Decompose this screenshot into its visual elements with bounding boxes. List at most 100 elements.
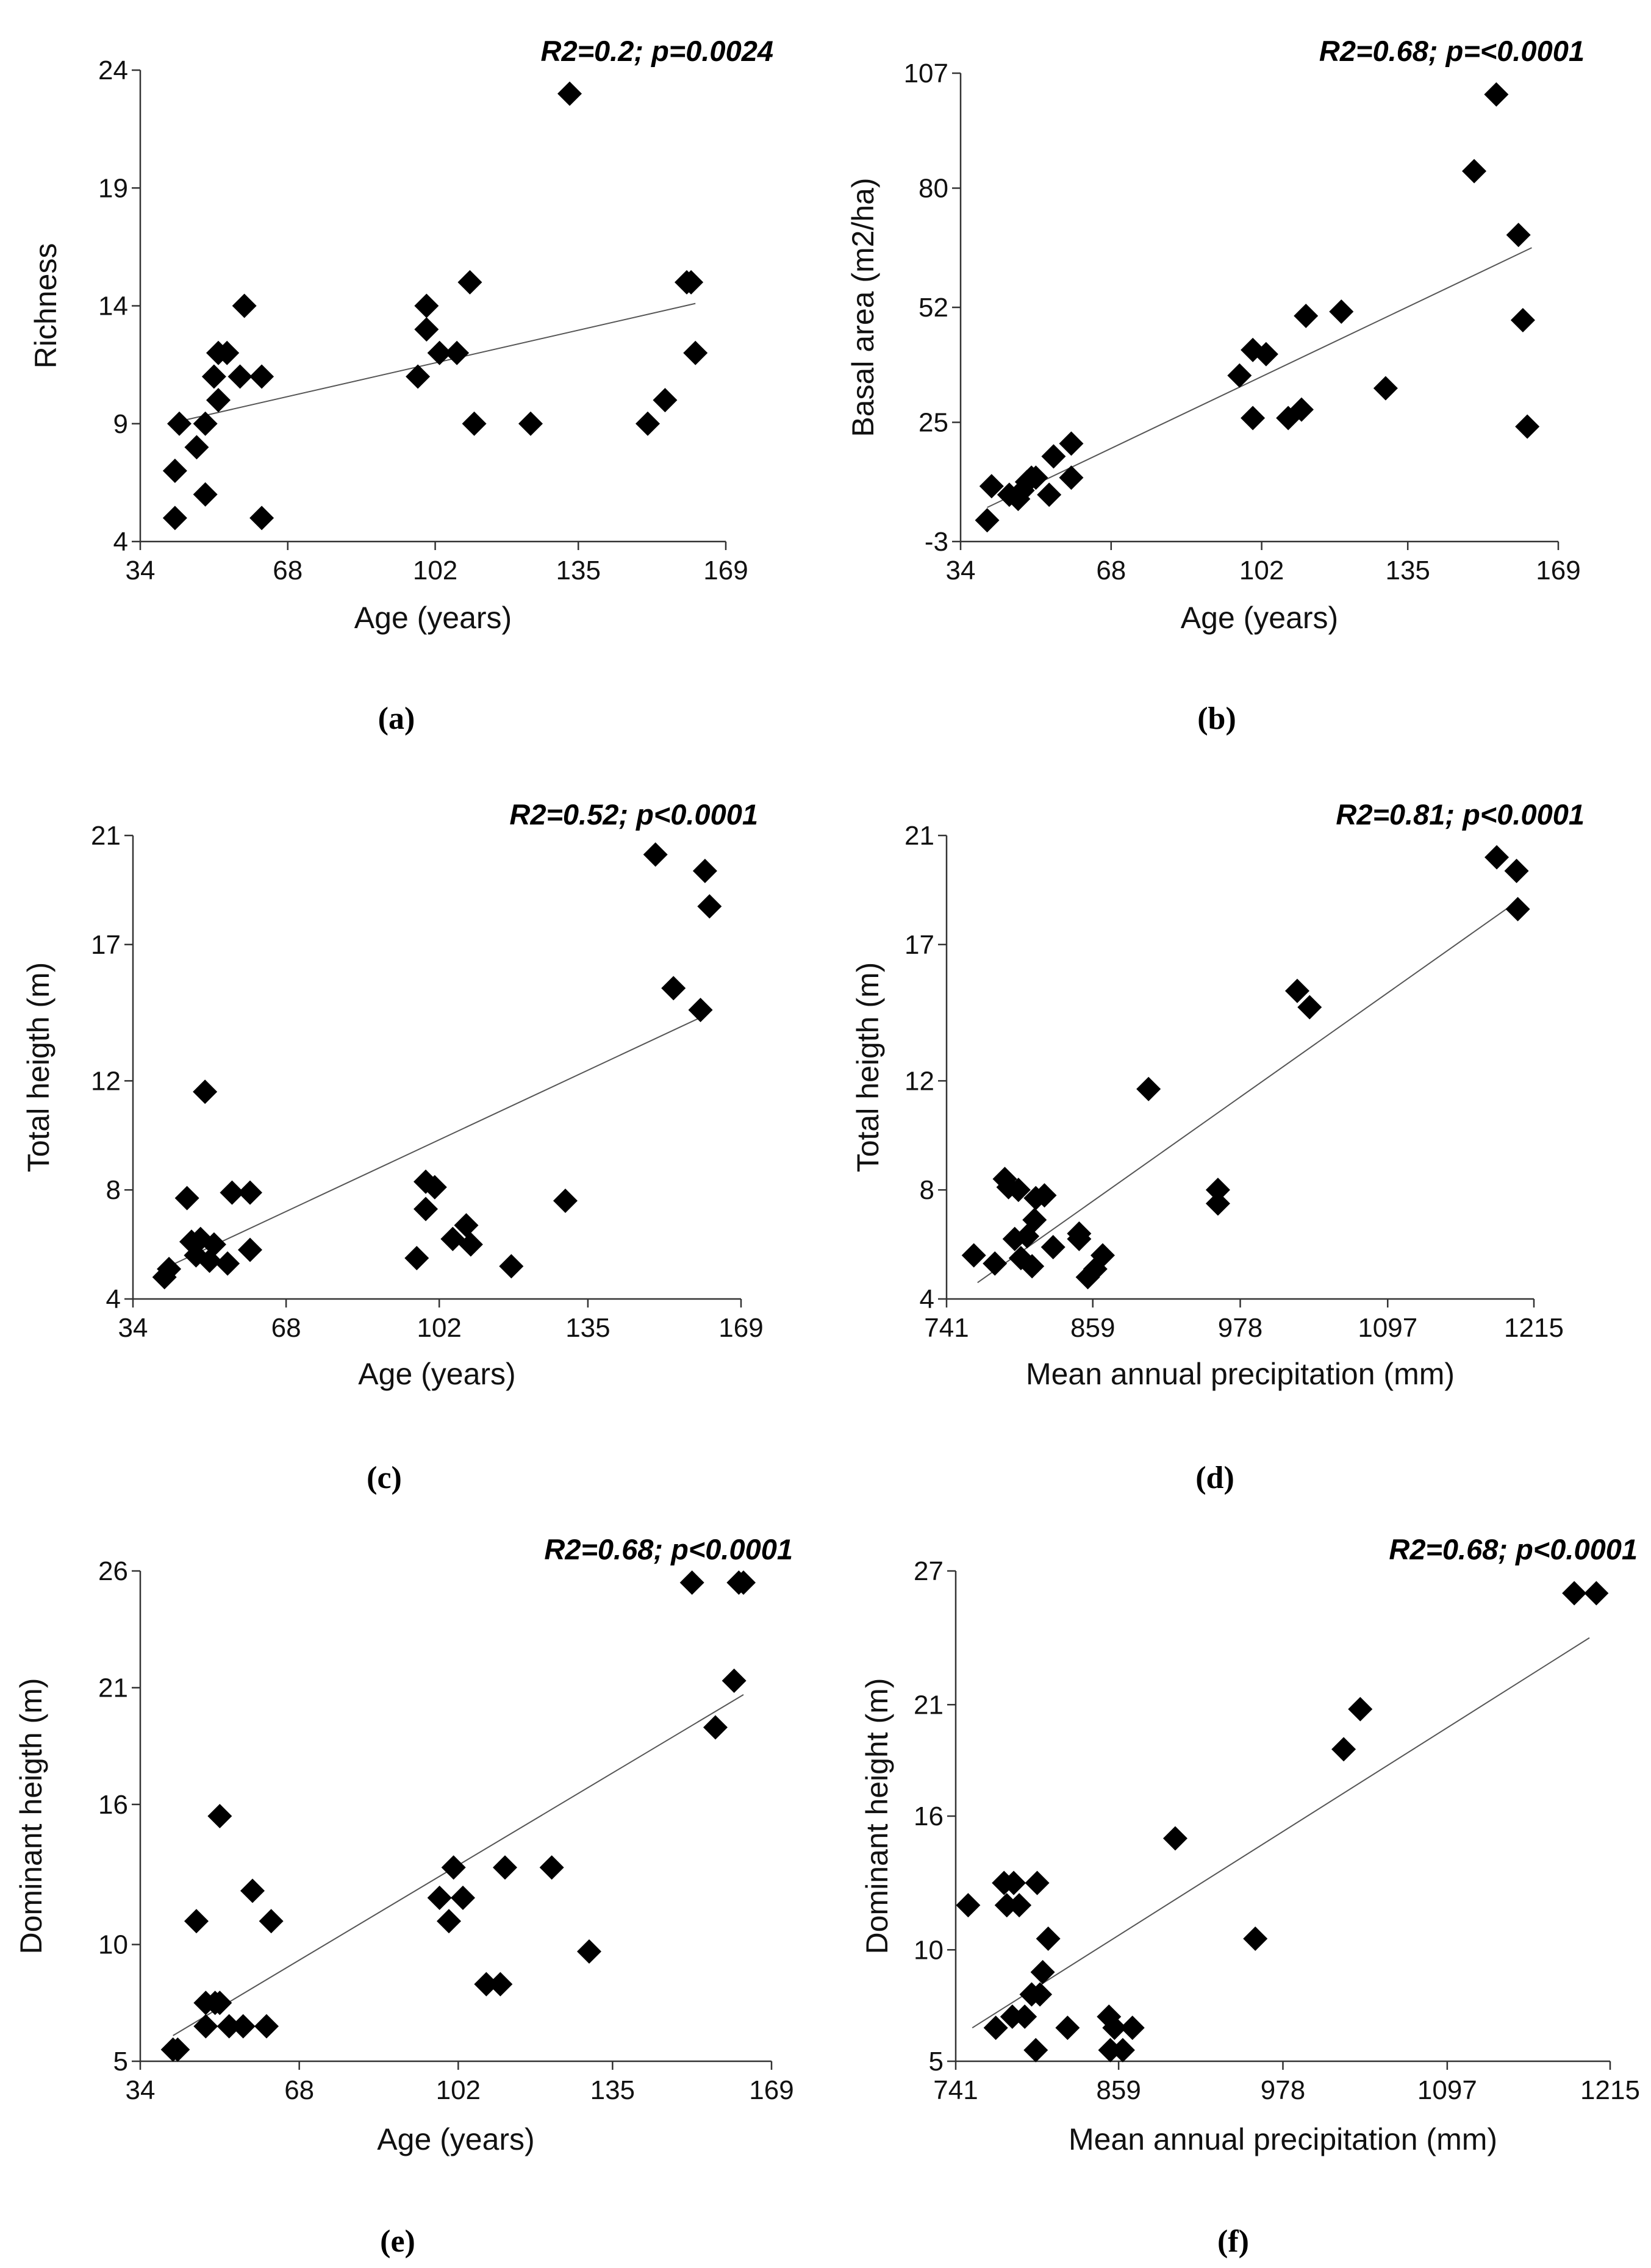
data-point	[1510, 307, 1535, 332]
y-tick-label: 12	[904, 1066, 934, 1096]
x-tick-label: 68	[273, 556, 303, 585]
x-tick-label: 978	[1261, 2075, 1305, 2105]
y-tick-label: 10	[914, 1935, 944, 1965]
data-point	[499, 1254, 524, 1279]
y-axis-label: Dominant heigth (m)	[14, 1678, 48, 1955]
x-axis-label: Mean annual precipitation (mm)	[1026, 1357, 1455, 1391]
data-point	[1506, 223, 1531, 248]
data-point	[1297, 995, 1322, 1020]
y-tick-label: 14	[98, 292, 128, 321]
data-point	[557, 81, 582, 106]
data-point	[1584, 1581, 1609, 1606]
data-point	[983, 2016, 1008, 2041]
trend-line	[168, 1015, 706, 1267]
data-point	[1041, 444, 1066, 469]
data-point	[956, 1893, 981, 1918]
data-point	[1243, 1926, 1268, 1951]
y-axis-label: Total heigth (m)	[851, 962, 885, 1173]
data-point	[731, 1570, 756, 1595]
data-point	[1040, 1235, 1065, 1260]
data-point	[174, 1186, 199, 1211]
data-point	[1462, 159, 1487, 184]
data-point	[231, 2014, 256, 2039]
y-tick-label: 19	[98, 173, 128, 203]
y-axis-label: Basal area (m2/ha)	[846, 177, 880, 437]
panel-label: (c)	[367, 1461, 402, 1495]
data-point	[539, 1855, 564, 1880]
panel-label: (f)	[1217, 2224, 1249, 2259]
data-point	[454, 1213, 479, 1238]
x-axis-label: Mean annual precipitation (mm)	[1069, 2122, 1497, 2156]
x-tick-label: 135	[1385, 556, 1430, 585]
y-tick-label: 5	[113, 2047, 128, 2077]
y-tick-label: 17	[904, 930, 934, 960]
data-point	[201, 364, 226, 389]
x-tick-label: 102	[417, 1313, 461, 1343]
data-point	[1036, 1926, 1061, 1951]
panel-label: (b)	[1197, 701, 1236, 736]
data-point	[1329, 299, 1354, 324]
data-point	[688, 998, 713, 1023]
y-tick-label: 80	[919, 174, 948, 204]
data-point	[1136, 1076, 1161, 1101]
panel-e: 5 10 16 21 26 34 68 102 135 169 Age (years) Dominan…	[14, 1533, 794, 2259]
data-point	[983, 1251, 1008, 1276]
data-point	[1515, 414, 1540, 439]
y-tick-label: 21	[98, 1673, 128, 1703]
trend-line	[987, 247, 1532, 509]
data-point	[215, 1251, 240, 1276]
data-point	[437, 1909, 461, 1934]
data-point	[249, 506, 274, 531]
data-point	[238, 1237, 263, 1262]
data-point	[1030, 1959, 1055, 1984]
data-point	[406, 364, 431, 389]
data-point	[240, 1878, 265, 1903]
y-tick-label: 21	[914, 1690, 944, 1720]
data-point	[1028, 1982, 1053, 2007]
x-tick-label: 68	[284, 2075, 314, 2105]
y-tick-label: 4	[113, 527, 128, 557]
y-tick-label: 26	[98, 1556, 128, 1586]
data-point	[1348, 1697, 1373, 1722]
data-point	[1253, 342, 1278, 367]
panel-b: -3 25 52 80 107 34 68 102 135 169 Age (years) Basal…	[846, 35, 1585, 736]
panel-label: (a)	[378, 701, 415, 736]
data-point	[404, 1245, 429, 1270]
y-axis-label: Total heigth (m)	[21, 962, 56, 1173]
y-tick-label: 4	[920, 1284, 934, 1314]
data-point	[1006, 1178, 1031, 1203]
x-tick-label: 34	[118, 1313, 148, 1343]
panel-d: 4 8 12 17 21 741 859 978 1097 1215 Mean annual pre…	[851, 798, 1585, 1495]
data-point	[238, 1180, 263, 1205]
data-point	[207, 1991, 232, 2016]
data-point	[232, 293, 257, 318]
x-tick-label: 68	[271, 1313, 301, 1343]
data-point	[193, 411, 218, 436]
x-tick-label: 741	[933, 2075, 978, 2105]
x-tick-label: 1215	[1504, 1313, 1564, 1343]
stat-annotation: R2=0.52; p<0.0001	[509, 798, 758, 831]
y-tick-label: 21	[91, 821, 121, 851]
data-point	[1162, 1826, 1187, 1851]
data-point	[1012, 2004, 1037, 2029]
data-point	[193, 1079, 218, 1104]
x-tick-label: 169	[749, 2075, 793, 2105]
x-tick-label: 169	[1536, 556, 1580, 585]
data-point	[679, 270, 704, 295]
stat-annotation: R2=0.68; p<0.0001	[1389, 1533, 1638, 1565]
data-point	[1055, 2016, 1080, 2041]
x-tick-label: 978	[1218, 1313, 1262, 1343]
x-tick-label: 102	[413, 556, 457, 585]
x-tick-label: 1097	[1417, 2075, 1477, 2105]
data-point	[201, 1232, 226, 1257]
panel-label: (d)	[1195, 1461, 1234, 1495]
data-point	[1059, 465, 1084, 490]
x-tick-label: 102	[436, 2075, 481, 2105]
data-point	[220, 1180, 245, 1205]
data-point	[636, 411, 660, 436]
panel-label: (e)	[380, 2224, 415, 2259]
data-point	[414, 1197, 439, 1222]
data-point	[440, 1226, 465, 1251]
x-tick-label: 859	[1096, 2075, 1141, 2105]
